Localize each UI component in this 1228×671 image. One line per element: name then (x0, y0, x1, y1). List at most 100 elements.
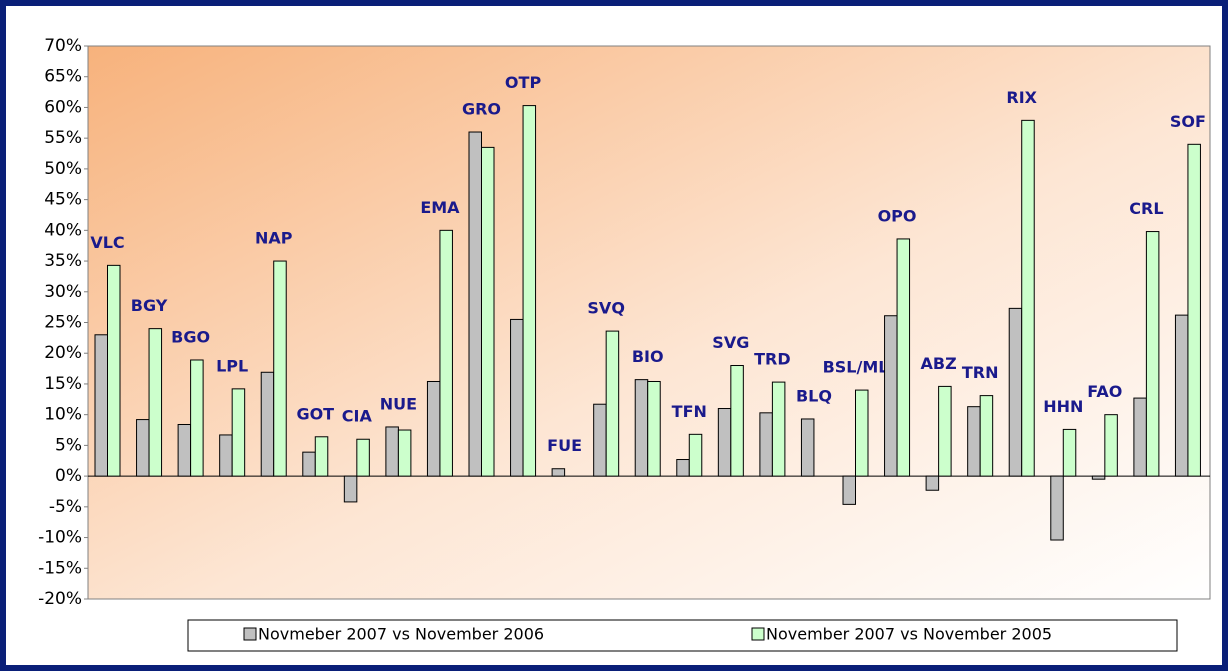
legend (187, 619, 1178, 652)
category-label: LPL (216, 356, 248, 375)
bar (896, 238, 911, 477)
y-tick-label: 40% (44, 220, 82, 240)
category-label: TFN (672, 402, 707, 421)
category-label: FAO (1087, 382, 1122, 401)
category-label: CRL (1129, 199, 1163, 218)
y-tick-label: -20% (38, 589, 82, 609)
bar (343, 475, 358, 503)
y-tick-label: 70% (44, 36, 82, 56)
bar (426, 380, 441, 477)
bar (385, 426, 399, 477)
bar (647, 380, 661, 477)
plot-area (87, 45, 1211, 600)
bar (356, 438, 370, 477)
category-label: EMA (420, 198, 460, 217)
category-label: TRN (962, 363, 999, 382)
bar (481, 146, 495, 477)
bar (967, 406, 981, 477)
y-tick-label: -10% (38, 528, 82, 548)
bar (510, 318, 524, 477)
bar (94, 334, 108, 477)
y-tick-label: 55% (44, 128, 82, 148)
bar (231, 388, 246, 477)
category-label: NAP (255, 229, 293, 248)
bar (314, 436, 329, 477)
bar (1050, 475, 1064, 541)
bar (730, 365, 744, 477)
y-tick-label: 35% (44, 251, 82, 271)
bar (1174, 314, 1189, 477)
bar (1187, 143, 1201, 477)
y-tick-label: 15% (44, 374, 82, 394)
bar (190, 359, 204, 477)
bar (605, 330, 620, 477)
bar (688, 433, 703, 477)
bar (634, 379, 649, 477)
category-label: CIA (342, 407, 373, 426)
bar (1062, 428, 1077, 477)
y-tick-label: 50% (44, 159, 82, 179)
category-label: BGY (131, 296, 168, 315)
bar (1133, 397, 1147, 477)
legend-swatch (751, 627, 765, 641)
category-label: ABZ (921, 354, 957, 373)
bar (1104, 414, 1118, 477)
bar (759, 412, 773, 477)
legend-label: November 2007 vs November 2005 (766, 625, 1052, 644)
bar (842, 475, 856, 505)
bar (676, 459, 690, 477)
y-tick-label: 10% (44, 405, 82, 425)
y-tick-label: 30% (44, 282, 82, 302)
bar (855, 389, 869, 477)
y-tick-label: -5% (49, 497, 82, 517)
bar (273, 260, 287, 477)
y-tick-label: 0% (55, 466, 82, 486)
bar (1008, 307, 1023, 477)
bar (468, 131, 482, 477)
y-tick-label: 25% (44, 313, 82, 333)
category-label: SVG (712, 333, 749, 352)
category-label: GOT (296, 404, 334, 423)
y-tick-label: 60% (44, 97, 82, 117)
y-tick-label: 45% (44, 190, 82, 210)
category-label: RIX (1006, 88, 1037, 107)
category-label: HHN (1043, 397, 1083, 416)
category-label: NUE (380, 394, 417, 413)
bar (593, 403, 607, 477)
bar (439, 229, 453, 477)
category-label: FUE (547, 436, 582, 455)
bar (1021, 119, 1035, 477)
bar (136, 419, 150, 477)
category-label: BSL/ML (823, 358, 889, 377)
bar (800, 418, 815, 477)
category-label: SOF (1170, 112, 1206, 131)
category-label: BGO (171, 327, 210, 346)
bar (771, 381, 786, 477)
y-tick-label: 5% (55, 435, 82, 455)
bar (260, 371, 275, 477)
y-tick-label: 65% (44, 67, 82, 87)
bar (551, 468, 566, 477)
bar (1145, 231, 1160, 477)
category-label: OPO (878, 206, 917, 225)
category-label: TRD (754, 350, 791, 369)
legend-swatch (243, 627, 257, 641)
bar (717, 408, 732, 477)
category-label: BIO (632, 347, 664, 366)
category-label: OTP (505, 73, 542, 92)
category-label: VLC (90, 233, 124, 252)
bar (219, 434, 233, 477)
bar (148, 328, 163, 477)
bar (1091, 475, 1106, 480)
category-label: BLQ (796, 386, 832, 405)
bar (884, 315, 898, 477)
category-label: GRO (462, 100, 501, 119)
legend-label: Novmeber 2007 vs November 2006 (258, 625, 544, 644)
bar (925, 475, 940, 491)
bar (177, 423, 192, 477)
bar (979, 395, 994, 477)
y-tick-label: 20% (44, 343, 82, 363)
bar (938, 385, 952, 477)
y-tick-label: -15% (38, 558, 82, 578)
